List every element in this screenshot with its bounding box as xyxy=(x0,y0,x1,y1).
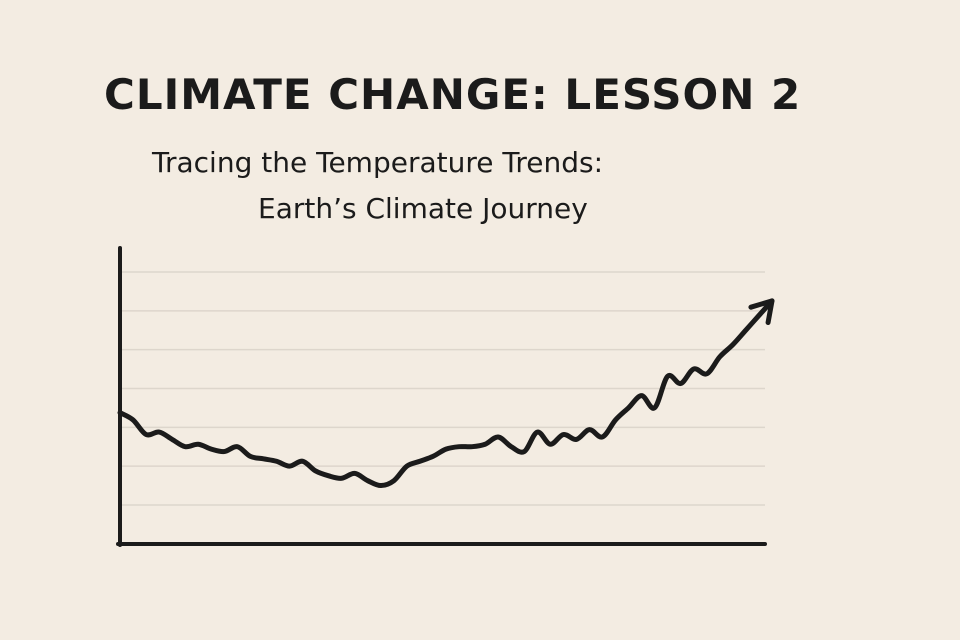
trend-arrow-head xyxy=(748,298,775,326)
chart-gridlines xyxy=(122,271,765,506)
temperature-series-line xyxy=(117,298,775,489)
chart-points xyxy=(118,299,774,488)
lesson-title: CLIMATE CHANGE: LESSON 2 xyxy=(104,70,802,119)
lesson-subtitle-line1: Tracing the Temperature Trends: xyxy=(152,146,604,179)
lesson-subtitle-line2: Earth’s Climate Journey xyxy=(258,192,588,225)
